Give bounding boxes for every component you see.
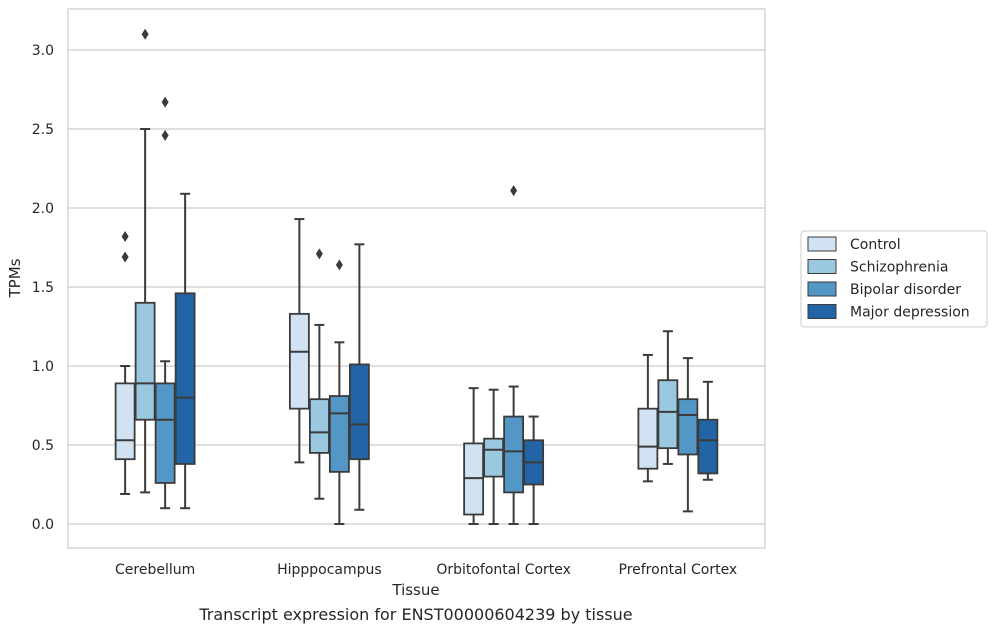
outlier-point <box>510 185 518 197</box>
legend-item: Major depression <box>807 304 970 321</box>
legend-label: Schizophrenia <box>850 260 948 276</box>
box-0-3 <box>174 192 196 510</box>
iqr-box <box>114 382 136 461</box>
outlier-point <box>121 230 129 242</box>
box-2-0 <box>463 387 485 525</box>
box-3-1 <box>657 330 679 465</box>
y-tick-label: 1.5 <box>32 280 54 296</box>
legend-swatch <box>807 281 837 297</box>
iqr-box <box>483 437 505 478</box>
legend-label: Major depression <box>850 305 970 321</box>
iqr-box <box>308 398 330 454</box>
box-2-2 <box>503 185 525 525</box>
iqr-box <box>657 379 679 450</box>
box-0-0 <box>114 230 136 495</box>
y-axis-label: TPMs <box>6 258 24 298</box>
legend-swatch <box>807 304 837 319</box>
iqr-box <box>637 407 659 470</box>
iqr-box <box>697 418 719 475</box>
boxes <box>114 28 719 525</box>
legend-label: Bipolar disorder <box>850 282 961 298</box>
outlier-point <box>141 28 149 40</box>
outlier-point <box>161 96 169 108</box>
y-tick-label: 1.0 <box>32 359 54 375</box>
outlier-point <box>121 251 129 263</box>
legend-label: Control <box>850 237 901 253</box>
y-tick-label: 0.5 <box>32 438 54 454</box>
legend: Control Schizophrenia Bipolar disorder Majo… <box>800 230 988 328</box>
legend-swatch <box>807 259 837 274</box>
legend-item: Schizophrenia <box>807 259 948 276</box>
box-3-0 <box>637 353 659 483</box>
x-tick-label: Cerebellum <box>115 562 195 578</box>
box-1-1 <box>308 248 330 500</box>
x-tick-label: Hipppocampus <box>277 562 382 578</box>
box-3-3 <box>697 380 719 481</box>
iqr-box <box>154 382 176 484</box>
outlier-point <box>335 259 343 271</box>
legend-swatch <box>807 236 837 252</box>
outlier-point <box>315 248 323 260</box>
iqr-box <box>134 301 156 421</box>
box-3-2 <box>677 357 699 513</box>
x-tick-label: Orbitofontal Cortex <box>436 562 571 578</box>
box-1-3 <box>348 243 370 511</box>
y-tick-label: 2.0 <box>32 201 54 217</box>
legend-item: Bipolar disorder <box>807 281 961 298</box>
y-tick-label: 2.5 <box>32 122 54 138</box>
y-tick-label: 0.0 <box>32 517 54 533</box>
iqr-box <box>174 292 196 465</box>
x-axis-label: Tissue <box>391 581 439 599</box>
y-tick-label: 3.0 <box>32 43 54 59</box>
legend-item: Control <box>807 236 901 253</box>
iqr-box <box>328 395 350 473</box>
plot-area-frame <box>67 8 766 549</box>
outlier-point <box>161 129 169 141</box>
iqr-box <box>677 398 699 456</box>
box-1-2 <box>328 259 350 525</box>
figure-caption: Transcript expression for ENST0000060423… <box>199 605 633 624</box>
box-2-3 <box>523 415 545 525</box>
x-tick-label: Prefrontal Cortex <box>619 562 738 578</box>
x-tick-labels: Cerebellum Hipppocampus Orbitofontal Corte… <box>115 562 737 578</box>
legend-frame <box>800 230 988 328</box>
iqr-box <box>503 415 525 494</box>
box-0-1 <box>134 28 156 494</box>
box-2-1 <box>483 388 505 525</box>
y-tick-labels: 0.0 0.5 1.0 1.5 2.0 2.5 3.0 <box>32 43 54 533</box>
box-0-2 <box>154 96 176 510</box>
iqr-box <box>288 312 310 410</box>
iqr-box <box>348 363 370 461</box>
box-1-0 <box>288 218 310 464</box>
